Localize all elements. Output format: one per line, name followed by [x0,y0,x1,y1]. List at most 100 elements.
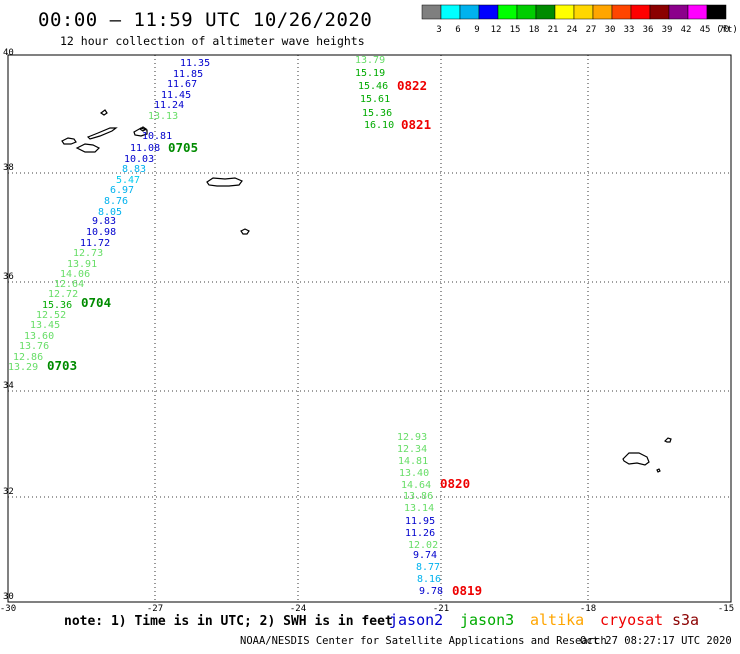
pass-time-label: 0820 [440,476,470,491]
pass-time-label: 0819 [452,583,482,598]
wave-height-label: 11.85 [173,69,203,80]
wave-height-label: 8.77 [416,562,440,573]
track-0822: 13.79 15.19 15.46 0822 [355,55,427,93]
colorbar-label: 24 [567,25,578,35]
colorbar-swatch [421,4,442,20]
satellite-jason3: jason3 [460,611,514,629]
wave-height-label: 5.47 [116,175,140,186]
wave-height-label: 15.36 [42,300,72,311]
colorbar-label: 6 [455,25,460,35]
wave-height-label: 12.72 [48,289,78,300]
island-madeira [622,452,650,466]
longitude-label: -18 [580,604,596,614]
pass-time-label: 0704 [81,295,111,310]
colorbar-label: 18 [529,25,540,35]
colorbar-swatch [478,4,499,20]
wave-height-label: 12.93 [397,432,427,443]
island-desertas [656,468,661,473]
colorbar-unit: (ft) [716,25,738,35]
colorbar-swatch [554,4,575,20]
colorbar-label: 42 [681,25,692,35]
wave-height-label: 11.45 [161,90,191,101]
wave-height-label: 11.24 [154,100,184,111]
satellite-legend: jason2 jason3 altika cryosat s3a [389,611,699,629]
colorbar-swatch [592,4,613,20]
colorbar-swatch [687,4,708,20]
color-scale-legend: 3 6 9 12 15 18 21 24 27 30 33 36 39 42 45 70(ft) [421,4,738,35]
wave-height-label: 12.02 [408,540,438,551]
longitude-label: -24 [290,604,306,614]
colorbar-label: 39 [662,25,673,35]
wave-height-label: 13.13 [148,111,178,122]
island-sao-jorge [86,127,118,140]
wave-height-label: 8.76 [104,196,128,207]
credit-text: NOAA/NESDIS Center for Satellite Applica… [240,635,607,647]
colorbar-swatch [649,4,670,20]
colorbar-swatch [497,4,518,20]
wave-height-label: 12.86 [13,352,43,363]
wave-height-label: 12.34 [397,444,427,455]
pass-time-label: 0821 [401,117,431,132]
island-flores [99,109,108,116]
colorbar-label: 21 [548,25,559,35]
satellite-altika: altika [530,611,584,629]
pass-time-label: 0705 [168,140,198,155]
wave-height-label: 9.83 [92,216,116,227]
wave-height-label: 12.52 [36,310,66,321]
colorbar-label: 33 [624,25,635,35]
colorbar-swatch [535,4,556,20]
colorbar-label: 27 [586,25,597,35]
units-note: note: 1) Time is in UTC; 2) SWH is in fe… [64,614,393,629]
wave-height-label: 15.19 [355,68,385,79]
wave-height-label: 10.98 [86,227,116,238]
wave-height-label: 14.81 [398,456,428,467]
wave-height-label: 11.26 [405,528,435,539]
wave-height-label: 12.64 [54,279,84,290]
wave-height-label: 13.45 [30,320,60,331]
island-santa-maria [240,228,250,235]
islands [61,109,672,473]
colorbar-label: 30 [605,25,616,35]
pass-time-label: 0703 [47,358,77,373]
longitude-label: -30 [0,604,16,614]
map-frame [7,54,732,603]
colorbar-label: 12 [491,25,502,35]
pass-time-label: 0822 [397,78,427,93]
timestamp-text: Oct 27 08:27:17 UTC 2020 [580,635,732,647]
colorbar-swatch [440,4,461,20]
wave-height-label: 15.36 [362,108,392,119]
colorbar-label: 36 [643,25,654,35]
wave-height-label: 14.64 [401,480,431,491]
wave-height-label: 13.91 [67,259,97,270]
wave-height-label: 11.95 [405,516,435,527]
colorbar-swatch [668,4,689,20]
wave-height-label: 12.73 [73,248,103,259]
wave-height-label: 13.14 [404,503,434,514]
wave-height-label: 13.79 [355,55,385,66]
longitude-label: -21 [433,604,449,614]
island-sao-miguel [206,177,243,187]
wave-height-label: 8.83 [122,164,146,175]
wave-height-label: 6.97 [110,185,134,196]
colorbar-label: 3 [436,25,441,35]
colorbar-label: 70 [719,25,730,35]
colorbar-label: 15 [510,25,521,35]
island-terceira-north [138,126,148,132]
wave-height-label: 13.29 [8,362,38,373]
colorbar-swatch [459,4,480,20]
island-porto-santo [663,437,672,443]
satellite-cryosat: cryosat [600,611,663,629]
track-0704: 8.835.476.978.768.059.8310.9811.7212.731… [42,164,146,311]
wave-height-label: 15.46 [358,81,388,92]
wave-height-label: 14.06 [60,269,90,280]
wave-height-label: 11.35 [180,58,210,69]
map-subtitle: 12 hour collection of altimeter wave hei… [60,34,365,48]
colorbar-label: 45 [700,25,711,35]
wave-height-label: 10.81 [142,131,172,142]
